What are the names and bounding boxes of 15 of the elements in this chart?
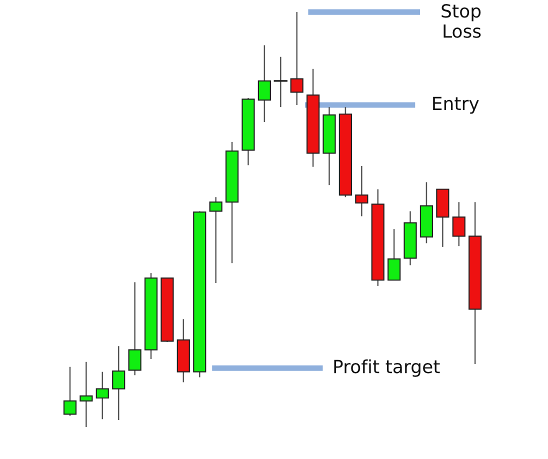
candlestick bbox=[355, 165, 368, 217]
candlestick bbox=[258, 44, 271, 123]
candlestick bbox=[452, 201, 466, 247]
candlestick bbox=[274, 56, 288, 108]
candlestick bbox=[209, 196, 222, 284]
candlestick bbox=[290, 11, 304, 106]
candlestick bbox=[96, 371, 109, 420]
candlestick bbox=[128, 282, 142, 376]
ref-line-label: Profit target bbox=[334, 359, 440, 377]
candlestick bbox=[388, 228, 401, 281]
ref-line-label: Stop Loss bbox=[442, 4, 481, 38]
ref-line-label: Entry bbox=[433, 96, 479, 114]
candlestick bbox=[63, 366, 77, 416]
candlestick bbox=[80, 361, 93, 428]
candlestick bbox=[112, 345, 126, 421]
